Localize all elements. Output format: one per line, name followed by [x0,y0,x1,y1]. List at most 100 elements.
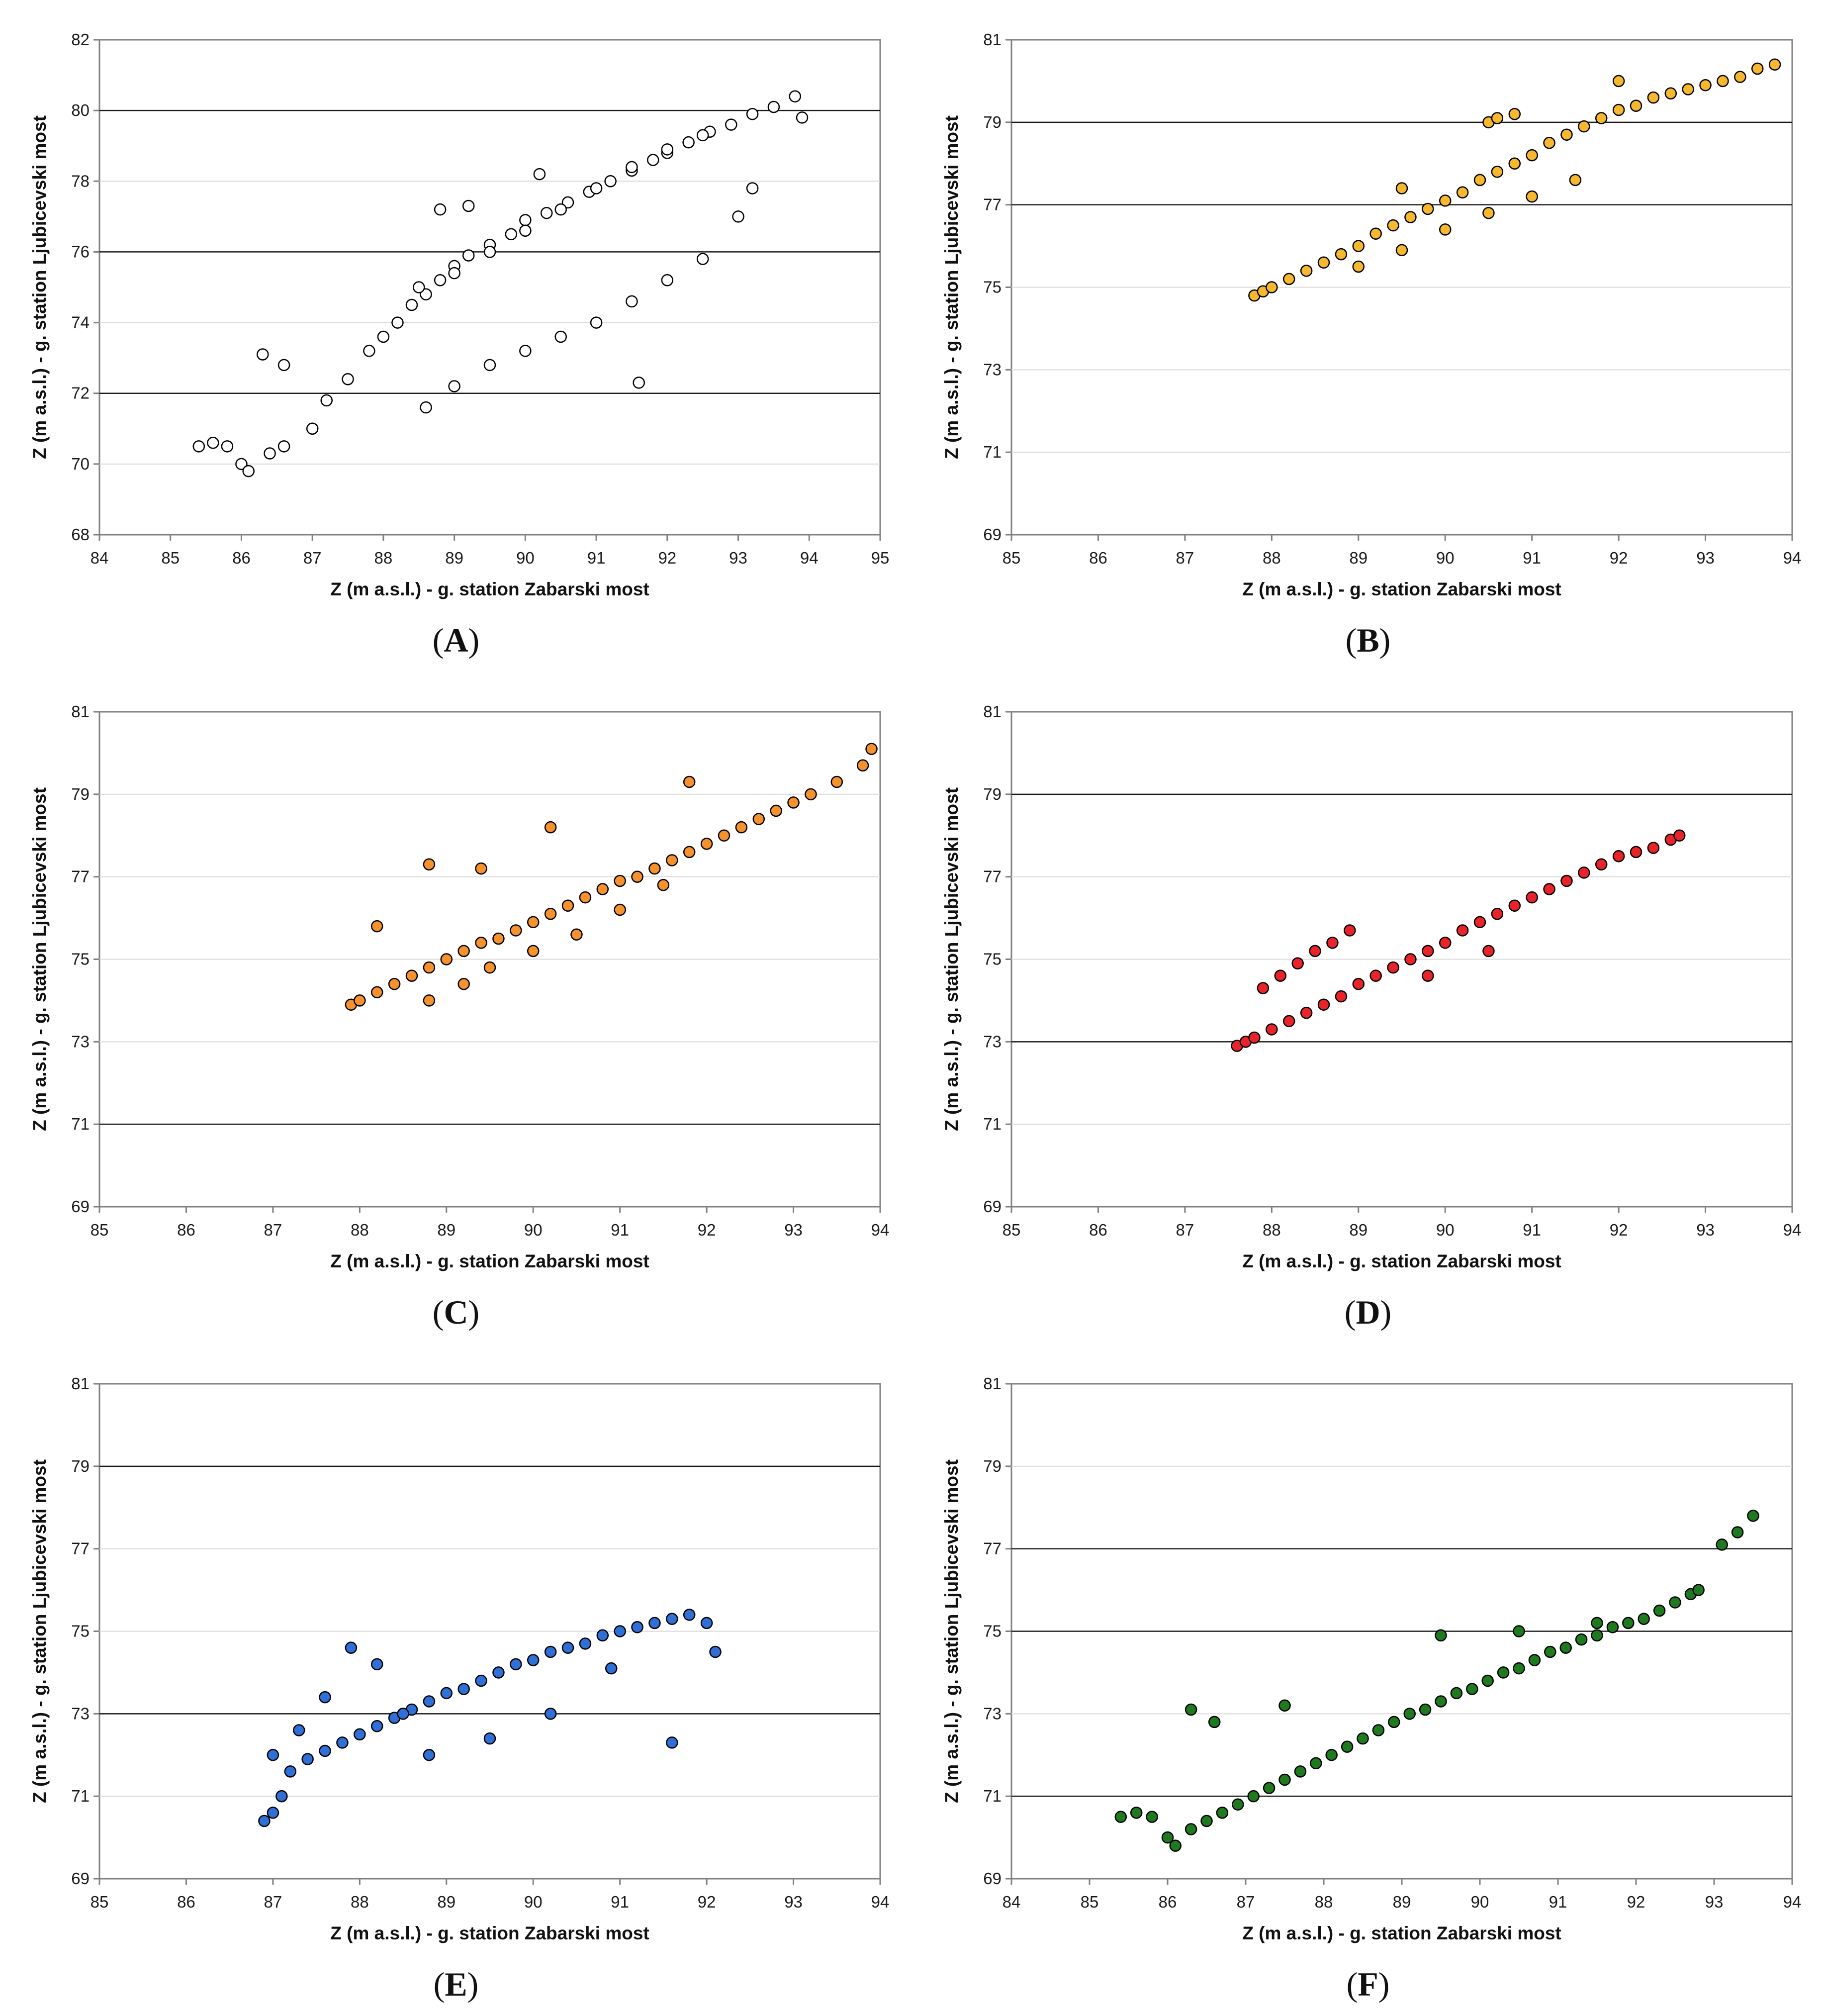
data-point [1653,1604,1666,1617]
y-tick-label: 73 [71,1032,90,1051]
data-point [1435,1695,1447,1708]
x-tick-label: 94 [1783,1893,1802,1911]
data-point [631,1621,643,1633]
data-point [1300,265,1313,277]
x-tick-label: 90 [524,1893,543,1911]
x-tick-label: 93 [1705,1893,1724,1911]
data-point [423,1695,436,1708]
data-point [1387,219,1399,232]
data-point [413,281,425,293]
x-tick-label: 88 [1315,1893,1333,1911]
data-point [1664,87,1677,100]
data-point [682,136,695,149]
data-point [423,994,436,1007]
chart-f: 69 71 73 75 77 79 81 84 85 86 87 88 89 90 91 92 93 94 Z (m… [941,1374,1802,2003]
x-tick-label: 88 [1263,549,1281,567]
data-point [544,821,557,834]
data-point [277,440,290,453]
data-point [1682,83,1694,96]
data-point [1768,58,1781,71]
x-tick-label: 86 [1089,549,1107,567]
x-tick-label: 89 [1349,549,1368,567]
data-point [1422,202,1434,215]
data-point [319,1744,331,1757]
data-point [1575,1633,1588,1646]
data-point [1526,190,1538,203]
y-tick-label: 75 [983,278,1002,296]
data-point [1372,1724,1385,1736]
data-point [1473,916,1486,929]
data-point [420,401,432,414]
data-point [1419,1703,1432,1716]
data-point [540,207,553,219]
x-tick-label: 91 [587,549,606,567]
data-point [475,937,487,949]
data-point [1630,99,1642,112]
data-point [1216,1807,1229,1819]
data-point [796,111,809,124]
y-tick-label: 69 [71,1197,90,1216]
data-point [1699,79,1712,92]
y-tick-label: 71 [71,1787,90,1805]
y-tick-label: 79 [71,1457,90,1475]
data-point [1282,273,1295,286]
data-point [1731,1526,1744,1538]
data-point [1352,260,1365,273]
data-point [856,759,869,772]
x-tick-label: 92 [1610,549,1628,567]
data-point [257,348,269,361]
y-tick-label: 81 [983,1374,1002,1393]
chart-d: 69 71 73 75 77 79 81 85 86 87 88 89 90 91 92 93 94 Z (m a… [941,702,1802,1331]
data-point [787,796,800,809]
chart-panel-a: 68 70 72 74 76 78 80 82 84 85 86 87 88 89 90 91 92 93 94 95… [0,0,912,672]
data-point [570,928,583,941]
data-point [604,175,617,188]
data-point [544,1645,557,1658]
data-point [457,945,470,958]
x-tick-label: 86 [232,549,251,567]
data-point [1630,846,1642,859]
data-point [1569,174,1582,187]
data-point [264,447,276,460]
data-point [207,436,219,449]
y-tick-label: 80 [71,101,90,119]
data-point [277,359,290,372]
data-point [683,846,696,859]
y-tick-label: 69 [983,1869,1002,1888]
x-tick-label: 93 [784,1221,803,1239]
data-point [1526,891,1538,904]
y-tick-label: 77 [983,1539,1002,1558]
x-tick-label: 87 [303,549,322,567]
data-point [1591,1629,1603,1642]
data-point [554,330,567,343]
data-point [1473,174,1486,187]
data-point [1612,850,1625,863]
x-tick-label: 87 [1237,1893,1255,1911]
data-point [1450,1687,1463,1700]
data-point [1497,1666,1510,1679]
data-point [1325,1749,1338,1761]
data-point [746,182,759,194]
data-point [1717,75,1729,88]
x-tick-label: 90 [1436,549,1455,567]
data-point [292,1724,305,1736]
chart-panel-c: 69 71 73 75 77 79 81 85 86 87 88 89 90 91 92 93 94 Z (m a… [0,672,912,1344]
x-tick-label: 94 [1783,1221,1802,1239]
x-axis-label: Z (m a.s.l.) - g. station Zabarski most [1242,1923,1561,1943]
x-tick-label: 85 [91,1893,109,1911]
x-tick-label: 86 [177,1221,195,1239]
x-tick-label: 90 [1471,1893,1489,1911]
data-point [700,838,713,850]
x-tick-label: 86 [1089,1221,1107,1239]
data-point [527,1654,540,1666]
data-point [1543,137,1555,149]
data-point [709,1645,722,1658]
x-tick-label: 95 [871,549,890,567]
x-tick-label: 94 [871,1221,890,1239]
data-point [483,359,496,372]
y-tick-label: 76 [71,242,90,261]
data-point [457,1683,470,1695]
x-axis-label: Z (m a.s.l.) - g. station Zabarski most [330,1251,649,1271]
data-point [1169,1839,1182,1852]
x-tick-label: 90 [524,1221,543,1239]
